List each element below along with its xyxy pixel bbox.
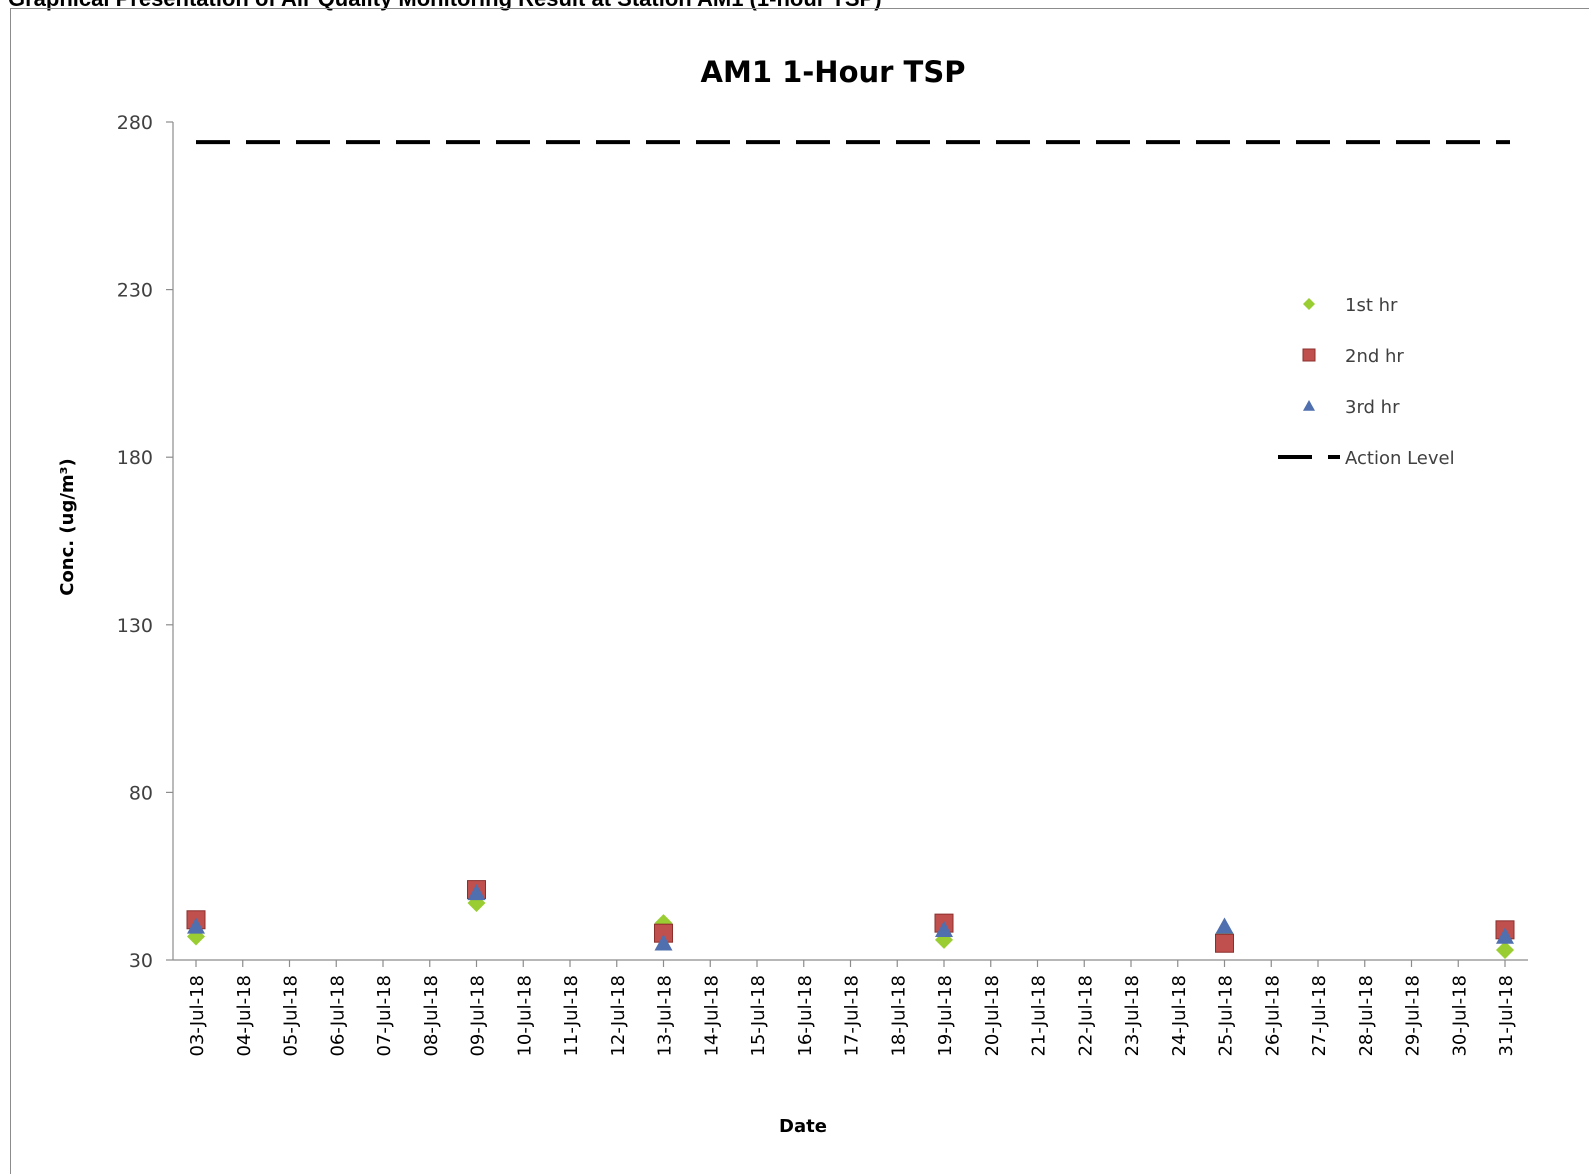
x-tick-label: 24-Jul-18 (1169, 975, 1190, 1057)
x-tick-label: 03-Jul-18 (187, 975, 208, 1057)
x-tick-label: 04-Jul-18 (234, 975, 255, 1057)
x-tick-label: 10-Jul-18 (514, 975, 535, 1057)
axes-layer: 30 80 130 180 230 280 03-Jul-18 04-Jul-18 05-Jul… (117, 112, 1528, 1057)
1st-hr-point (1496, 940, 1514, 959)
x-tick-label: 26-Jul-18 (1262, 975, 1283, 1057)
x-tick-label: 30-Jul-18 (1449, 975, 1470, 1057)
y-tick-label: 30 (129, 950, 153, 972)
x-tick-label: 12-Jul-18 (608, 975, 629, 1057)
x-tick-label: 18-Jul-18 (888, 975, 909, 1057)
chart-title: AM1 1-Hour TSP (701, 55, 966, 89)
y-tick-label: 80 (129, 782, 153, 804)
x-tick-label: 13-Jul-18 (655, 975, 676, 1057)
x-tick-label: 15-Jul-18 (748, 975, 769, 1057)
x-tick-label: 21-Jul-18 (1029, 975, 1050, 1057)
3rd-hr-point (187, 917, 205, 934)
page-heading: Graphical Presentation of Air Quality Mo… (8, 0, 882, 12)
2nd-hr-point (1215, 933, 1234, 953)
3rd-hr-point (935, 920, 953, 938)
legend-label: 1st hr (1345, 295, 1398, 316)
legend-label: 2nd hr (1345, 346, 1404, 367)
x-tick-label: 23-Jul-18 (1122, 975, 1143, 1057)
3rd-hr-point (1215, 917, 1234, 934)
marks-layer (186, 140, 1515, 959)
x-tick-label: 11-Jul-18 (561, 975, 582, 1057)
3rd-hr-point (654, 934, 673, 951)
x-tick-label: 19-Jul-18 (935, 975, 956, 1057)
x-tick-label: 20-Jul-18 (982, 975, 1003, 1057)
legend-swatch-square (1302, 348, 1316, 362)
x-tick-label: 31-Jul-18 (1496, 975, 1517, 1057)
x-tick-label: 08-Jul-18 (421, 975, 442, 1057)
x-tick-label: 06-Jul-18 (327, 975, 348, 1057)
y-tick-label: 180 (117, 447, 153, 469)
x-tick-label: 28-Jul-18 (1356, 975, 1377, 1057)
y-tick-label: 230 (117, 280, 153, 302)
x-tick-label: 22-Jul-18 (1075, 975, 1096, 1057)
x-tick-label: 14-Jul-18 (701, 975, 722, 1057)
legend: 1st hr 2nd hr 3rd hr Action Level (1278, 295, 1455, 469)
x-tick-label: 16-Jul-18 (795, 975, 816, 1057)
legend-label: Action Level (1345, 448, 1455, 469)
y-tick-label: 280 (117, 112, 153, 134)
x-tick-label: 25-Jul-18 (1216, 975, 1237, 1057)
y-axis-title: Conc. (ug/m³) (57, 458, 78, 596)
legend-label: 3rd hr (1345, 397, 1400, 418)
x-tick-label: 05-Jul-18 (281, 975, 302, 1057)
legend-swatch-diamond (1303, 298, 1315, 310)
3rd-hr-point (1496, 927, 1514, 944)
x-tick-label: 29-Jul-18 (1403, 975, 1424, 1057)
x-tick-label: 27-Jul-18 (1309, 975, 1330, 1057)
3rd-hr-point (467, 883, 486, 901)
chart-frame (10, 8, 1589, 1174)
y-tick-label: 130 (117, 615, 153, 637)
legend-swatch-triangle (1303, 400, 1315, 411)
x-axis-title: Date (779, 1116, 827, 1137)
x-tick-label: 09-Jul-18 (468, 975, 489, 1057)
x-tick-label: 07-Jul-18 (374, 975, 395, 1057)
x-tick-label: 17-Jul-18 (842, 975, 863, 1057)
